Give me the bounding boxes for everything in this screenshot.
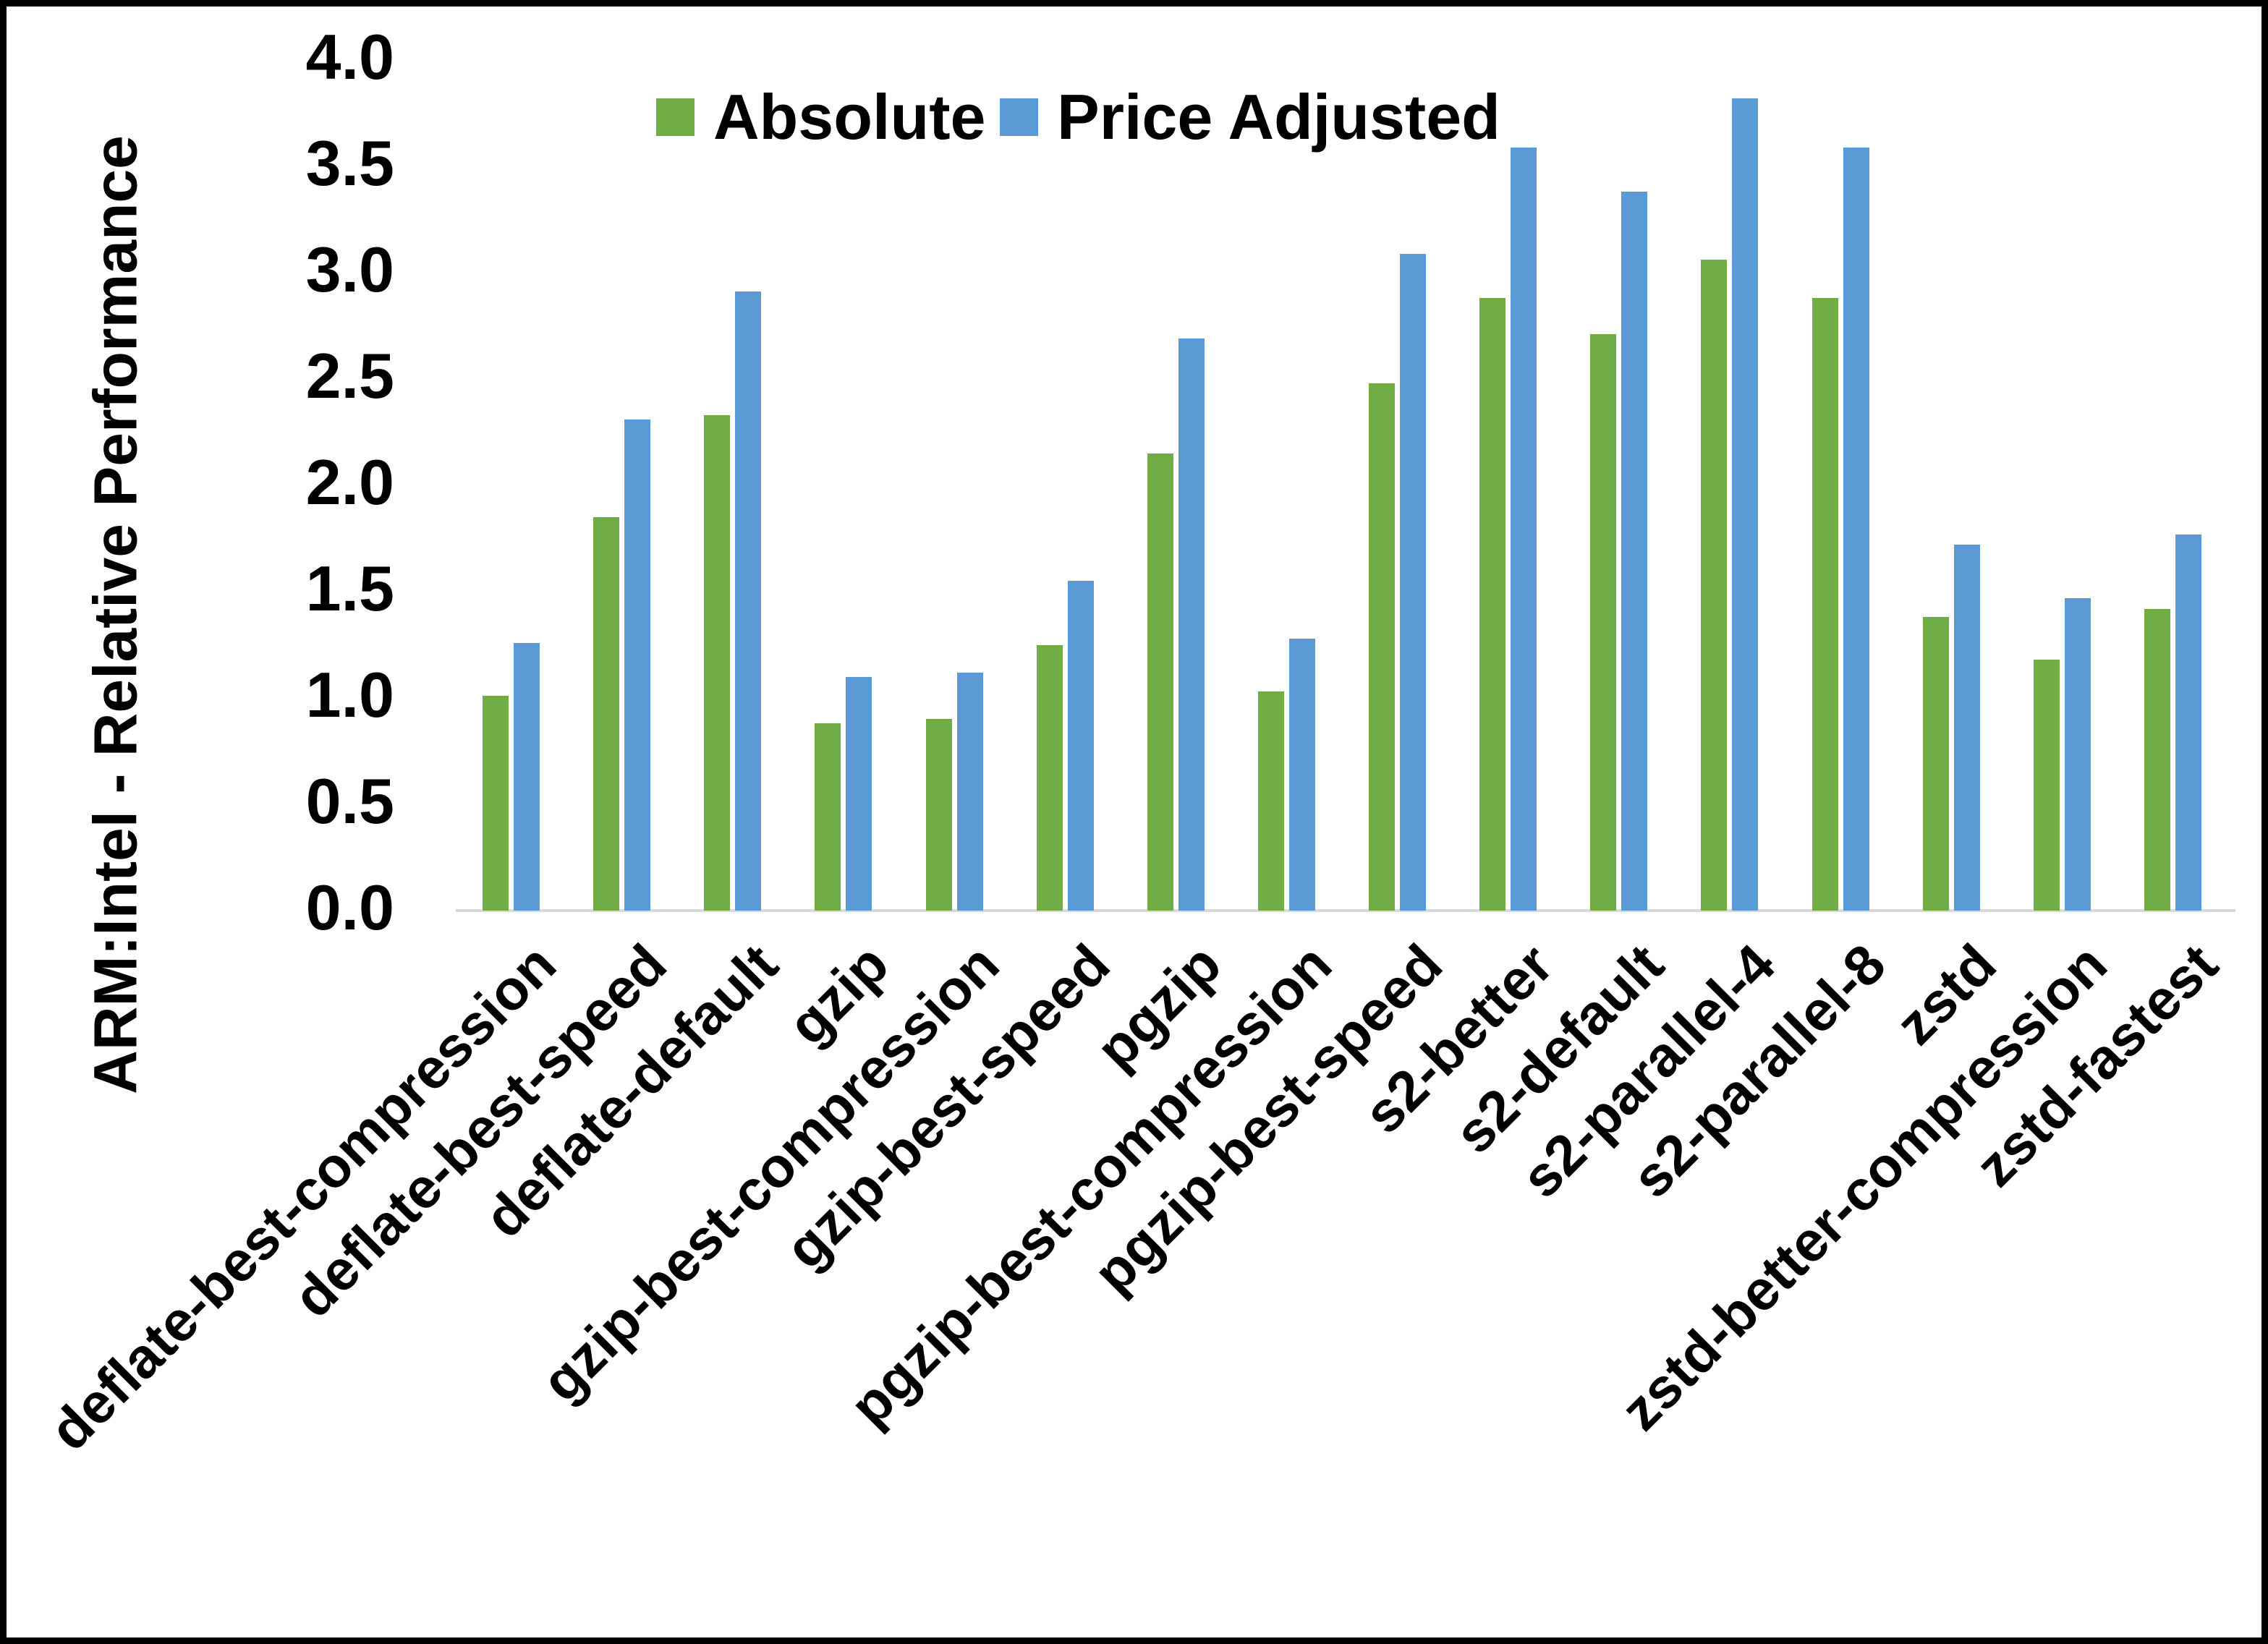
absolute-series-swatch-icon — [656, 98, 695, 136]
bar-absolute — [1369, 383, 1395, 911]
bar-absolute — [1922, 617, 1949, 911]
bar-absolute — [925, 719, 952, 911]
bar-price-adjusted — [2175, 534, 2201, 911]
bar-absolute — [815, 723, 841, 911]
bar-absolute — [1147, 453, 1173, 911]
bar-price-adjusted — [624, 419, 651, 911]
bar-price-adjusted — [956, 672, 983, 911]
legend: Absolute Price Adjusted — [0, 81, 2268, 153]
bar-price-adjusted — [1288, 638, 1315, 911]
bar-price-adjusted — [1621, 192, 1648, 911]
bar-price-adjusted — [735, 291, 762, 911]
bar-price-adjusted — [1511, 147, 1537, 911]
legend-item-price-adjusted: Price Adjusted — [1000, 81, 1500, 153]
legend-item-absolute: Absolute — [656, 81, 986, 153]
bar-absolute — [1479, 298, 1506, 911]
bar-price-adjusted — [1953, 545, 1980, 911]
bar-price-adjusted — [1400, 253, 1426, 911]
bar-absolute — [593, 517, 620, 911]
bar-absolute — [1812, 298, 1838, 911]
bar-absolute — [2144, 608, 2170, 911]
bar-absolute — [1036, 644, 1063, 911]
y-axis-title: ARM:Intel - Relative Performance — [81, 135, 150, 1094]
legend-label-price-adjusted: Price Adjusted — [1057, 81, 1500, 153]
bar-absolute — [704, 414, 731, 911]
bar-price-adjusted — [1067, 581, 1094, 911]
bar-absolute — [483, 696, 509, 911]
bar-absolute — [1590, 334, 1617, 911]
legend-label-absolute: Absolute — [713, 81, 986, 153]
bar-price-adjusted — [1732, 98, 1759, 911]
bar-absolute — [1701, 260, 1728, 911]
bar-price-adjusted — [2064, 597, 2091, 911]
bar-price-adjusted — [1178, 338, 1205, 911]
price-adjusted-series-swatch-icon — [1000, 98, 1038, 136]
bar-absolute — [2033, 660, 2060, 911]
bar-price-adjusted — [514, 642, 540, 911]
x-axis-line — [456, 909, 2235, 912]
bar-absolute — [1257, 691, 1284, 911]
bar-price-adjusted — [1843, 147, 1869, 911]
bar-price-adjusted — [846, 676, 872, 911]
